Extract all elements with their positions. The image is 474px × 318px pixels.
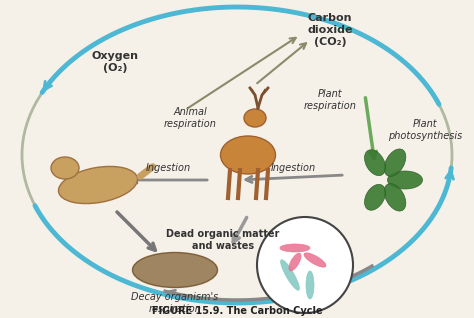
Ellipse shape <box>133 252 218 287</box>
Text: Oxygen
(O₂): Oxygen (O₂) <box>91 51 138 73</box>
Ellipse shape <box>58 166 137 204</box>
Text: Carbon
dioxide
(CO₂): Carbon dioxide (CO₂) <box>307 13 353 47</box>
Text: Dead organic matter
and wastes: Dead organic matter and wastes <box>166 229 280 251</box>
Ellipse shape <box>384 149 406 176</box>
Ellipse shape <box>384 183 406 211</box>
Text: Decay organism's
respiration: Decay organism's respiration <box>131 292 219 314</box>
Ellipse shape <box>365 150 385 176</box>
Ellipse shape <box>281 260 300 290</box>
Ellipse shape <box>244 109 266 127</box>
Text: Plant
respiration: Plant respiration <box>303 89 356 111</box>
Text: Plant
photosynthesis: Plant photosynthesis <box>388 119 462 141</box>
Ellipse shape <box>304 253 326 267</box>
Ellipse shape <box>289 253 301 271</box>
Circle shape <box>257 217 353 313</box>
Text: Ingestion: Ingestion <box>271 163 316 173</box>
Text: Ingestion: Ingestion <box>146 163 191 173</box>
Ellipse shape <box>220 136 275 174</box>
Ellipse shape <box>365 184 385 210</box>
Text: Animal
respiration: Animal respiration <box>164 107 217 129</box>
Ellipse shape <box>51 157 79 179</box>
Text: FIGURE 15.9. The Carbon Cycle: FIGURE 15.9. The Carbon Cycle <box>152 306 322 316</box>
FancyArrowPatch shape <box>140 167 153 176</box>
Ellipse shape <box>306 271 314 299</box>
Ellipse shape <box>280 244 310 252</box>
Ellipse shape <box>388 171 422 189</box>
